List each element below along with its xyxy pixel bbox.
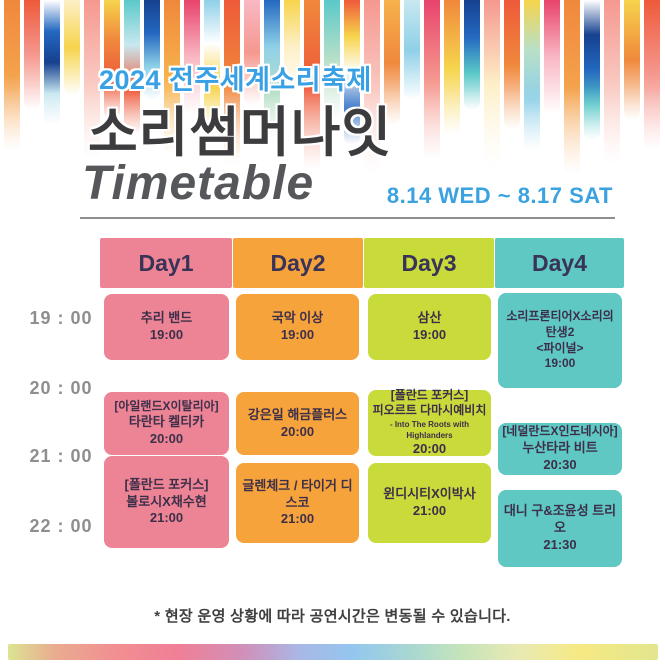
event-title: 추리 밴드 <box>140 310 193 326</box>
event-title: 타란타 켈티카 <box>128 414 205 430</box>
stripe <box>644 0 660 150</box>
event-cell-day2-2100: 글렌체크 / 타이거 디스코 21:00 <box>236 463 359 543</box>
time-label-1900: 19 : 00 <box>29 308 93 328</box>
event-time: 21:30 <box>543 536 577 552</box>
stripe <box>584 0 600 140</box>
event-cell-day4-2030: [네덜란드X인도네시아] 누산타라 비트 20:30 <box>498 423 622 475</box>
stripe <box>44 0 60 125</box>
stripe <box>64 0 80 95</box>
stripe <box>24 0 40 110</box>
day4-header: Day4 <box>495 238 624 288</box>
event-time: 20:00 <box>149 431 184 447</box>
event-cell-day1-1900: 추리 밴드 19:00 <box>104 294 229 360</box>
event-time: 20:00 <box>280 423 315 439</box>
event-subtitle: <파이널> <box>536 340 584 355</box>
event-time: 19:00 <box>544 356 576 371</box>
event-cell-day2-1900: 국악 이상 19:00 <box>236 294 359 360</box>
event-dates: 8.14 WED ~ 8.17 SAT <box>386 183 613 208</box>
time-label-2200: 22 : 00 <box>29 516 93 536</box>
stripe <box>504 0 520 130</box>
event-title: 피오르트 다마시예비치 <box>372 403 487 418</box>
time-label-2000: 20 : 00 <box>29 378 93 398</box>
event-time: 19:00 <box>149 327 184 342</box>
stripe <box>464 0 480 110</box>
stripe <box>544 0 560 115</box>
event-title: 윈디시티X이박사 <box>383 486 476 502</box>
stripe <box>404 0 420 100</box>
timetable-heading: Timetable <box>82 157 315 210</box>
event-tag: [폴란드 포커스] <box>124 476 209 492</box>
bottom-rainbow-bar <box>8 644 658 660</box>
day3-header: Day3 <box>364 238 494 288</box>
day1-header: Day1 <box>100 238 232 288</box>
footer-disclaimer: * 현장 운영 상황에 따라 공연시간은 변동될 수 있습니다. <box>154 608 511 625</box>
event-title: 대니 구&조윤성 트리오 <box>503 503 617 536</box>
stripe <box>604 0 620 165</box>
event-title: 국악 이상 <box>271 310 324 326</box>
event-cell-day3-1900: 삼산 19:00 <box>368 294 491 360</box>
time-label-2100: 21 : 00 <box>29 446 93 466</box>
event-time: 20:30 <box>543 456 577 472</box>
event-cell-day4-2130: 대니 구&조윤성 트리오 21:30 <box>498 490 622 567</box>
event-time: 20:00 <box>412 441 447 457</box>
event-cell-day1-2100: [폴란드 포커스] 볼로시X채수현 21:00 <box>104 456 229 548</box>
event-title: 볼로시X채수현 <box>126 493 207 509</box>
event-tag: [아일랜드X이탈리아] <box>114 398 219 413</box>
event-cell-day4-1900: 소리프론티어X소리의탄생2 <파이널> 19:00 <box>498 293 622 388</box>
event-cell-day3-2100: 윈디시티X이박사 21:00 <box>368 463 491 543</box>
header-divider <box>80 217 615 219</box>
event-tag: [폴란드 포커스] <box>390 387 469 402</box>
stripe <box>444 0 460 135</box>
event-subtitle: - Into The Roots with Highlanders <box>389 419 470 441</box>
stripe <box>4 0 20 150</box>
poster-title: 소리썸머나잇 <box>88 103 393 163</box>
stripe <box>484 0 500 170</box>
event-time: 21:00 <box>149 510 184 526</box>
event-time: 19:00 <box>412 327 447 342</box>
event-tag: [네덜란드X인도네시아] <box>502 424 618 439</box>
event-time: 21:00 <box>280 511 315 527</box>
stripe <box>524 0 540 150</box>
event-cell-day2-2000: 강은일 해금플러스 20:00 <box>236 392 359 455</box>
event-title: 강은일 해금플러스 <box>247 406 348 422</box>
festival-name: 2024 전주세계소리축제 <box>99 65 372 95</box>
event-title: 삼산 <box>417 310 442 326</box>
day2-header: Day2 <box>233 238 363 288</box>
stripe <box>424 0 440 160</box>
stripe <box>564 0 580 175</box>
stripe <box>624 0 640 120</box>
event-title: 누산타라 비트 <box>522 439 598 455</box>
event-title: 소리프론티어X소리의탄생2 <box>506 309 614 339</box>
event-cell-day1-2000: [아일랜드X이탈리아] 타란타 켈티카 20:00 <box>104 392 229 455</box>
event-time: 21:00 <box>412 503 447 518</box>
event-time: 19:00 <box>280 327 315 342</box>
event-title: 글렌체크 / 타이거 디스코 <box>242 477 353 510</box>
event-cell-day3-2000: [폴란드 포커스] 피오르트 다마시예비치 - Into The Roots w… <box>368 387 491 457</box>
